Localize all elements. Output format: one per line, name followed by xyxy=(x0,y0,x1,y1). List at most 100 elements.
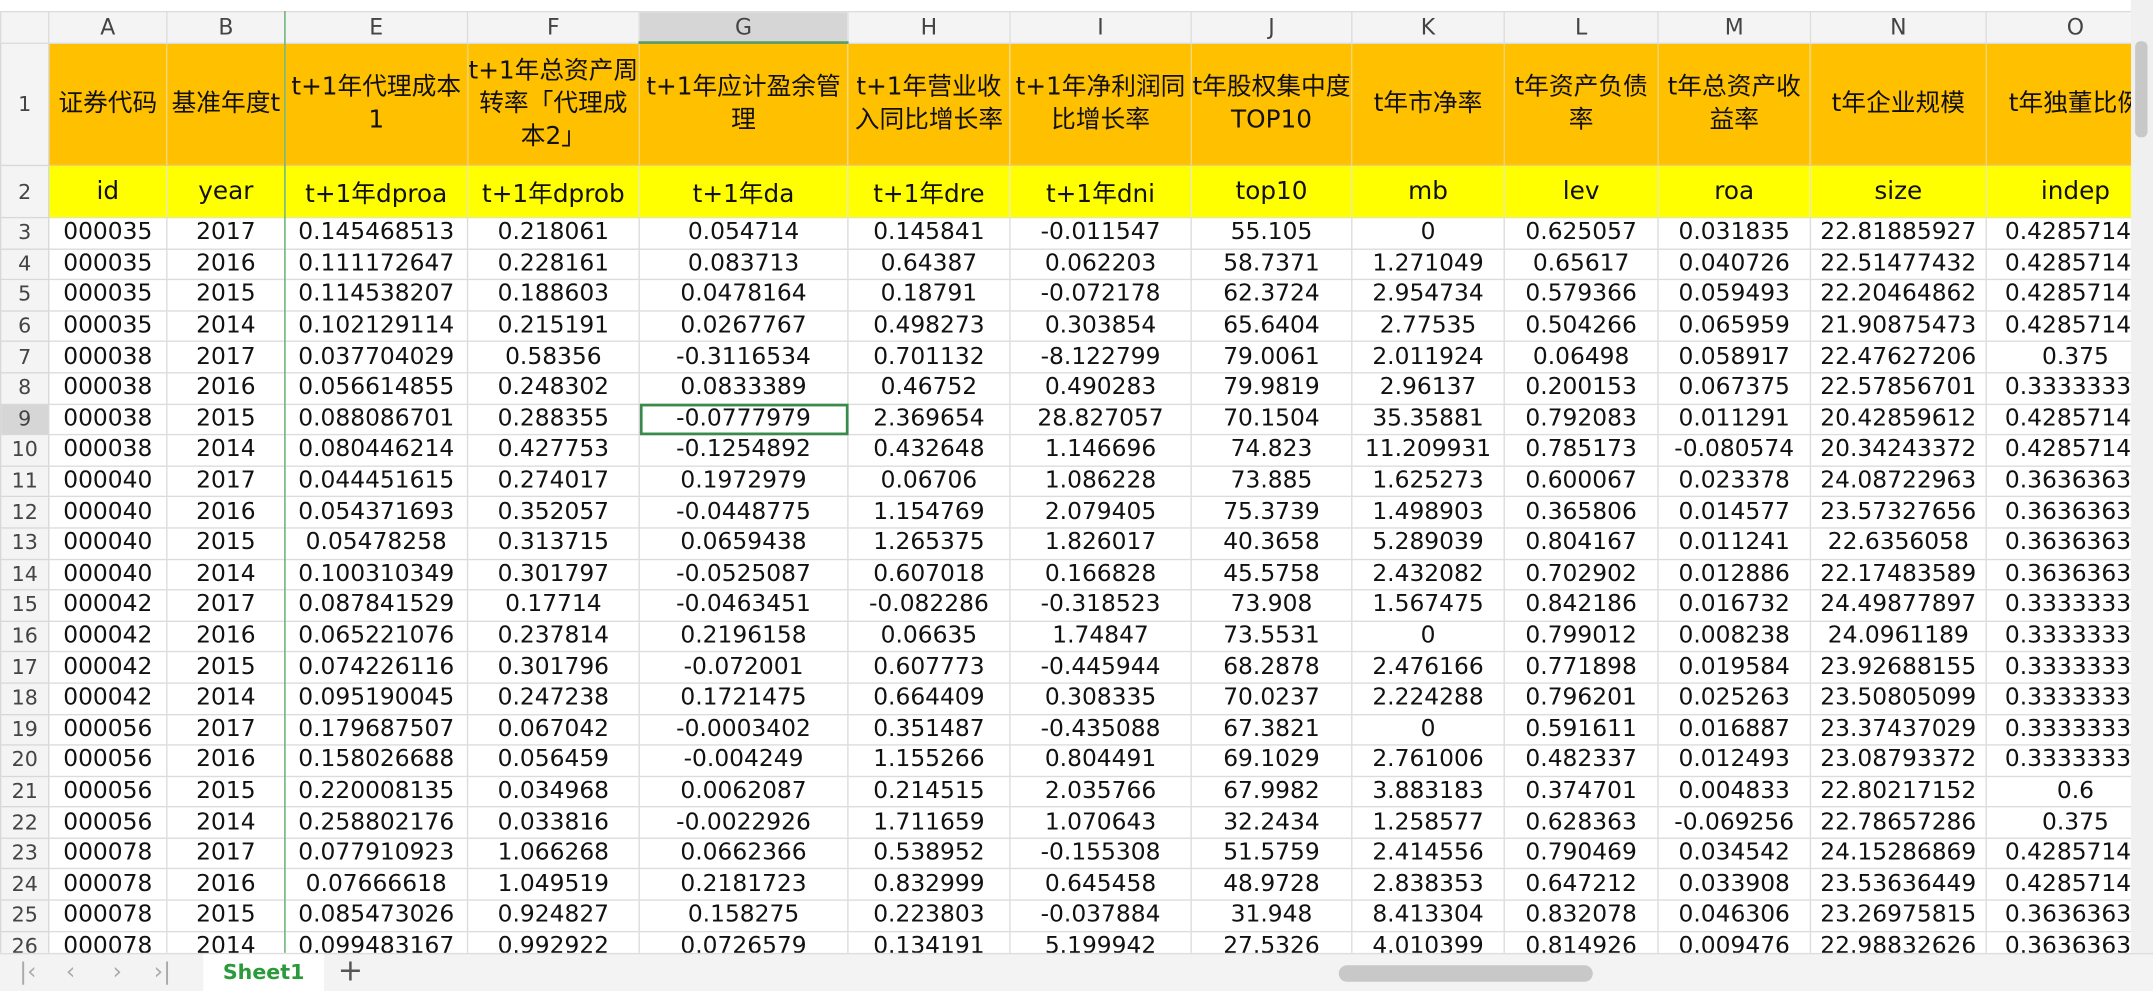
data-cell[interactable]: 1.070643 xyxy=(1009,806,1192,839)
data-cell[interactable]: 1.567475 xyxy=(1351,589,1505,622)
horizontal-scrollbar[interactable] xyxy=(1338,965,1593,982)
data-cell[interactable]: 0.145468513 xyxy=(284,216,469,250)
data-cell[interactable]: 0.033908 xyxy=(1657,868,1812,901)
data-cell[interactable]: 0.804167 xyxy=(1503,527,1659,560)
data-cell[interactable]: 2015 xyxy=(166,651,286,684)
data-cell[interactable]: 000042 xyxy=(48,620,168,653)
data-cell[interactable]: 0.247238 xyxy=(466,682,640,715)
data-cell[interactable]: -0.0022926 xyxy=(638,806,849,839)
data-cell[interactable]: -0.072001 xyxy=(638,651,849,684)
data-cell[interactable]: 0.009476 xyxy=(1657,930,1812,953)
data-cell[interactable]: 0.067042 xyxy=(466,713,640,746)
data-cell[interactable]: 0.301797 xyxy=(466,558,640,591)
data-cell[interactable]: -0.082286 xyxy=(847,589,1011,622)
data-cell[interactable]: 0.188603 xyxy=(466,279,640,312)
data-cell[interactable]: 2016 xyxy=(166,247,286,281)
header-cell[interactable]: t+1年应计盈余管理 xyxy=(638,41,849,167)
data-cell[interactable]: 0.579366 xyxy=(1503,279,1659,312)
row-header[interactable]: 25 xyxy=(0,899,50,932)
data-cell[interactable]: 23.08793372 xyxy=(1809,744,1987,777)
data-cell[interactable]: 0.799012 xyxy=(1503,620,1659,653)
data-cell[interactable]: 20.42859612 xyxy=(1809,403,1987,436)
data-cell[interactable]: 2017 xyxy=(166,589,286,622)
data-cell[interactable]: 79.0061 xyxy=(1190,341,1353,374)
column-header[interactable]: K xyxy=(1351,10,1505,44)
data-cell[interactable]: 0.482337 xyxy=(1503,744,1659,777)
data-cell[interactable]: 31.948 xyxy=(1190,899,1353,932)
data-cell[interactable]: 2014 xyxy=(166,434,286,467)
data-cell[interactable]: 67.3821 xyxy=(1190,713,1353,746)
data-cell[interactable]: 0.785173 xyxy=(1503,434,1659,467)
variable-cell[interactable]: t+1年dre xyxy=(847,164,1011,219)
data-cell[interactable]: 28.827057 xyxy=(1009,403,1192,436)
data-cell[interactable]: 0.771898 xyxy=(1503,651,1659,684)
data-cell[interactable]: 0.628363 xyxy=(1503,806,1659,839)
data-cell[interactable]: 0.351487 xyxy=(847,713,1011,746)
data-cell[interactable]: 68.2878 xyxy=(1190,651,1353,684)
data-cell[interactable]: 2015 xyxy=(166,899,286,932)
vertical-scrollbar[interactable] xyxy=(2131,0,2153,953)
data-cell[interactable]: 000035 xyxy=(48,279,168,312)
data-cell[interactable]: 0.498273 xyxy=(847,310,1011,343)
data-cell[interactable]: 0.625057 xyxy=(1503,216,1659,250)
header-cell[interactable]: t+1年营业收入同比增长率 xyxy=(847,41,1011,167)
data-cell[interactable]: 2014 xyxy=(166,806,286,839)
data-cell[interactable]: 0.237814 xyxy=(466,620,640,653)
header-cell[interactable]: t年股权集中度TOP10 xyxy=(1190,41,1353,167)
data-cell[interactable]: 0.056614855 xyxy=(284,372,469,405)
data-cell[interactable]: 1.154769 xyxy=(847,496,1011,529)
data-cell[interactable]: 2015 xyxy=(166,279,286,312)
data-cell[interactable]: 20.34243372 xyxy=(1809,434,1987,467)
data-cell[interactable]: 1.155266 xyxy=(847,744,1011,777)
variable-cell[interactable]: top10 xyxy=(1190,164,1353,219)
variable-cell[interactable]: indep xyxy=(1985,164,2132,219)
data-cell[interactable]: 0.065221076 xyxy=(284,620,469,653)
data-cell[interactable]: 0.228161 xyxy=(466,247,640,281)
data-cell[interactable]: 0.034542 xyxy=(1657,837,1812,870)
data-cell[interactable]: 2.432082 xyxy=(1351,558,1505,591)
data-cell[interactable]: 0.044451615 xyxy=(284,465,469,498)
data-cell[interactable]: 0.288355 xyxy=(466,403,640,436)
data-cell[interactable]: 0.080446214 xyxy=(284,434,469,467)
row-header[interactable]: 10 xyxy=(0,434,50,467)
data-cell[interactable]: 2.476166 xyxy=(1351,651,1505,684)
data-cell[interactable]: 1.049519 xyxy=(466,868,640,901)
variable-cell[interactable]: roa xyxy=(1657,164,1812,219)
data-cell[interactable]: 000038 xyxy=(48,434,168,467)
data-cell[interactable]: 000035 xyxy=(48,247,168,281)
data-cell[interactable]: 0.600067 xyxy=(1503,465,1659,498)
data-cell[interactable]: 2.761006 xyxy=(1351,744,1505,777)
data-cell[interactable]: 48.9728 xyxy=(1190,868,1353,901)
sheet-tab[interactable]: Sheet1 xyxy=(203,954,325,991)
data-cell[interactable]: 0.058917 xyxy=(1657,341,1812,374)
data-cell[interactable]: -0.0448775 xyxy=(638,496,849,529)
variable-cell[interactable]: t+1年da xyxy=(638,164,849,219)
header-cell[interactable]: 基准年度t xyxy=(166,41,286,167)
data-cell[interactable]: 8.413304 xyxy=(1351,899,1505,932)
header-cell[interactable]: t年市净率 xyxy=(1351,41,1505,167)
data-cell[interactable]: 000040 xyxy=(48,527,168,560)
data-cell[interactable]: 0.06706 xyxy=(847,465,1011,498)
data-cell[interactable]: 79.9819 xyxy=(1190,372,1353,405)
data-cell[interactable]: -0.069256 xyxy=(1657,806,1812,839)
header-cell[interactable]: t年企业规模 xyxy=(1809,41,1987,167)
row-header[interactable]: 15 xyxy=(0,589,50,622)
data-cell[interactable]: 5.199942 xyxy=(1009,930,1192,953)
data-cell[interactable]: 0.083713 xyxy=(638,247,849,281)
data-cell[interactable]: 0.504266 xyxy=(1503,310,1659,343)
data-cell[interactable]: 24.0961189 xyxy=(1809,620,1987,653)
data-cell[interactable]: 23.50805099 xyxy=(1809,682,1987,715)
data-cell[interactable]: 0.179687507 xyxy=(284,713,469,746)
data-cell[interactable]: 2016 xyxy=(166,496,286,529)
data-cell[interactable]: 1.826017 xyxy=(1009,527,1192,560)
column-header[interactable]: A xyxy=(48,10,168,44)
data-cell[interactable]: 0.223803 xyxy=(847,899,1011,932)
data-cell[interactable]: 000040 xyxy=(48,496,168,529)
data-cell[interactable]: 1.625273 xyxy=(1351,465,1505,498)
data-cell[interactable]: -0.080574 xyxy=(1657,434,1812,467)
data-cell[interactable]: 0.36363636 xyxy=(1985,465,2132,498)
data-cell[interactable]: 000078 xyxy=(48,837,168,870)
data-cell[interactable]: 0.274017 xyxy=(466,465,640,498)
